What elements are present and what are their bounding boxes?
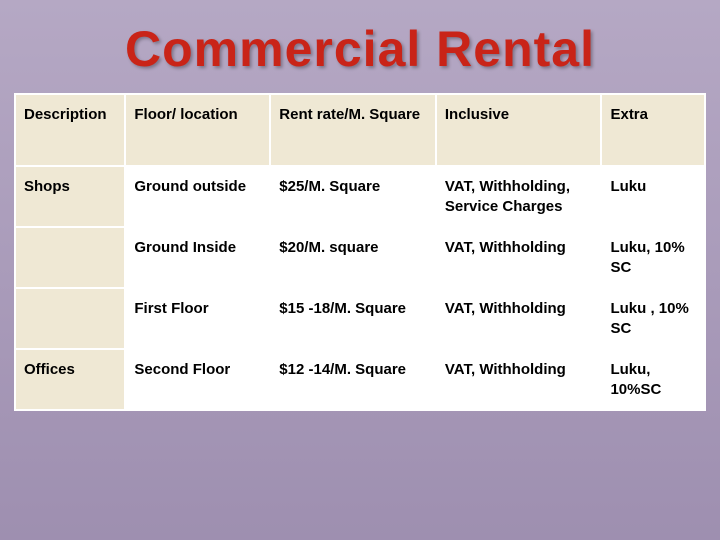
cell-inclusive: VAT, Withholding, Service Charges [436,166,602,227]
col-header-floor: Floor/ location [125,94,270,166]
cell-description: Shops [15,166,125,227]
table-header-row: Description Floor/ location Rent rate/M.… [15,94,705,166]
cell-floor: Ground Inside [125,227,270,288]
cell-rate: $12 -14/M. Square [270,349,436,410]
col-header-inclusive: Inclusive [436,94,602,166]
cell-inclusive: VAT, Withholding [436,227,602,288]
cell-rate: $15 -18/M. Square [270,288,436,349]
table-row: First Floor $15 -18/M. Square VAT, Withh… [15,288,705,349]
page-title: Commercial Rental [0,0,720,93]
cell-floor: Ground outside [125,166,270,227]
table-row: Ground Inside $20/M. square VAT, Withhol… [15,227,705,288]
col-header-rate: Rent rate/M. Square [270,94,436,166]
cell-description: Offices [15,349,125,410]
col-header-description: Description [15,94,125,166]
rental-table: Description Floor/ location Rent rate/M.… [14,93,706,411]
table-row: Shops Ground outside $25/M. Square VAT, … [15,166,705,227]
table-row: Offices Second Floor $12 -14/M. Square V… [15,349,705,410]
table-container: Description Floor/ location Rent rate/M.… [0,93,720,411]
cell-rate: $20/M. square [270,227,436,288]
cell-floor: Second Floor [125,349,270,410]
cell-extra: Luku, 10%SC [601,349,705,410]
cell-description [15,227,125,288]
cell-inclusive: VAT, Withholding [436,349,602,410]
col-header-extra: Extra [601,94,705,166]
cell-description [15,288,125,349]
cell-extra: Luku, 10% SC [601,227,705,288]
cell-inclusive: VAT, Withholding [436,288,602,349]
cell-rate: $25/M. Square [270,166,436,227]
cell-floor: First Floor [125,288,270,349]
cell-extra: Luku , 10% SC [601,288,705,349]
cell-extra: Luku [601,166,705,227]
